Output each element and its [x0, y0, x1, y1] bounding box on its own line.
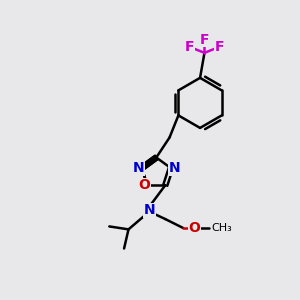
Text: N: N	[132, 161, 144, 175]
Text: CH₃: CH₃	[212, 223, 232, 233]
Text: N: N	[169, 161, 180, 175]
Text: F: F	[185, 40, 194, 54]
Text: F: F	[200, 33, 209, 46]
Text: O: O	[188, 221, 200, 235]
Text: N: N	[143, 203, 155, 217]
Text: F: F	[214, 40, 224, 54]
Text: O: O	[138, 178, 150, 192]
